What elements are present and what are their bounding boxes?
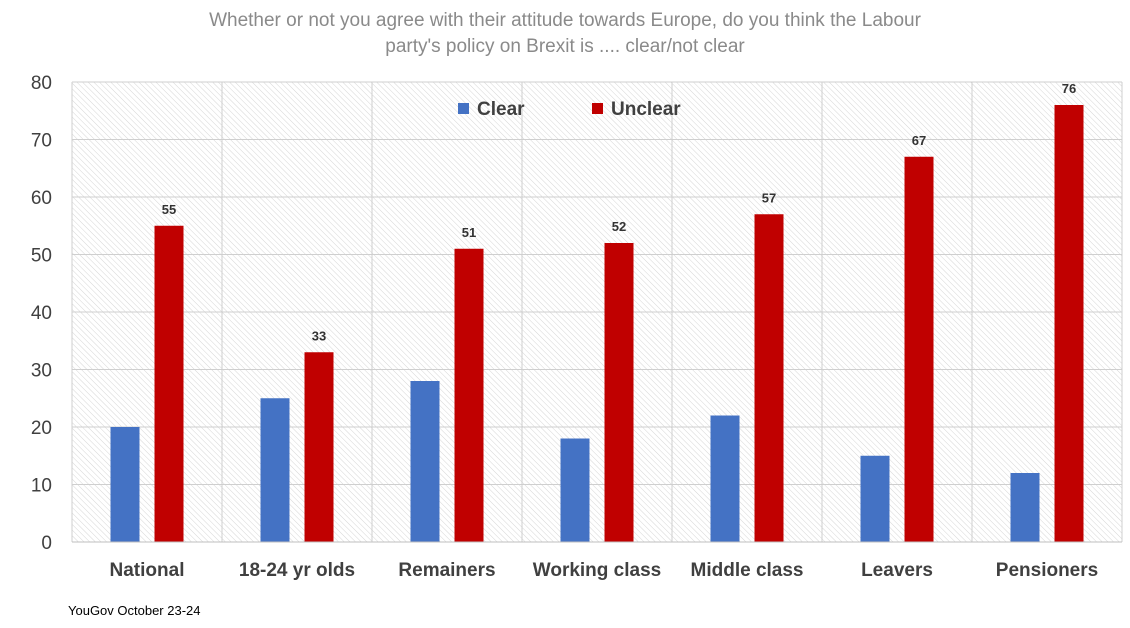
x-tick-label: Remainers xyxy=(398,560,495,581)
legend-swatch-clear xyxy=(458,103,469,114)
bar-unclear xyxy=(904,156,934,542)
bar-unclear xyxy=(454,248,484,542)
bar-unclear xyxy=(304,352,334,542)
data-label: 51 xyxy=(462,225,476,240)
bar-clear xyxy=(260,398,290,542)
data-label: 55 xyxy=(162,202,176,217)
bar-unclear xyxy=(154,225,184,542)
bar-unclear xyxy=(604,243,634,542)
bar-clear xyxy=(110,427,140,542)
y-tick-label: 50 xyxy=(31,246,52,267)
y-tick-label: 80 xyxy=(31,73,52,94)
source-note: YouGov October 23-24 xyxy=(68,603,201,618)
x-tick-label: Middle class xyxy=(691,560,804,581)
y-tick-label: 60 xyxy=(31,188,52,209)
y-tick-label: 0 xyxy=(41,533,52,554)
x-tick-label: Working class xyxy=(533,560,661,581)
y-tick-label: 10 xyxy=(31,476,52,497)
chart-title: Whether or not you agree with their atti… xyxy=(0,8,1130,60)
bar-unclear xyxy=(1054,105,1084,542)
bar-clear xyxy=(560,438,590,542)
bar-unclear xyxy=(754,214,784,542)
data-label: 57 xyxy=(762,190,776,205)
chart-title-line-2: party's policy on Brexit is .... clear/n… xyxy=(385,36,745,57)
y-tick-label: 30 xyxy=(31,361,52,382)
data-label: 67 xyxy=(912,133,926,148)
x-tick-label: 18-24 yr olds xyxy=(239,560,355,581)
data-label: 33 xyxy=(312,328,326,343)
bar-clear xyxy=(860,455,890,542)
y-tick-label: 40 xyxy=(31,303,52,324)
y-tick-label: 70 xyxy=(31,131,52,152)
bar-clear xyxy=(1010,473,1040,542)
x-tick-label: Leavers xyxy=(861,560,933,581)
legend-swatch-unclear xyxy=(592,103,603,114)
y-tick-label: 20 xyxy=(31,418,52,439)
bar-clear xyxy=(710,415,740,542)
legend-label-clear: Clear xyxy=(477,99,525,120)
bar-clear xyxy=(410,381,440,542)
chart-title-line-1: Whether or not you agree with their atti… xyxy=(209,10,921,31)
x-tick-label: Pensioners xyxy=(996,560,1098,581)
x-tick-label: National xyxy=(110,560,185,581)
data-label: 52 xyxy=(612,219,626,234)
data-label: 76 xyxy=(1062,81,1076,96)
legend-label-unclear: Unclear xyxy=(611,99,681,120)
